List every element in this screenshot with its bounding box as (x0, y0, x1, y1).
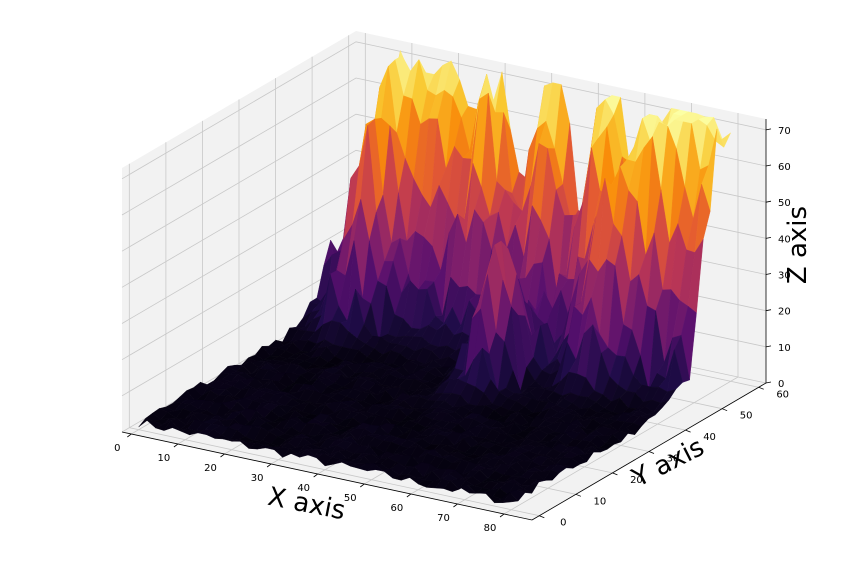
z-tick-mark (766, 382, 771, 383)
z-tick-mark (766, 310, 771, 311)
x-tick-mark (267, 464, 271, 467)
y-tick-label: 60 (776, 389, 789, 400)
z-tick-label: 0 (778, 379, 784, 390)
z-tick-mark (766, 346, 771, 347)
x-tick-label: 60 (390, 503, 403, 514)
x-tick-label: 20 (204, 463, 217, 474)
z-tick-mark (766, 129, 771, 130)
z-tick-mark (766, 165, 771, 166)
y-tick-label: 50 (740, 411, 753, 422)
y-tick-label: 10 (594, 496, 607, 507)
x-tick-mark (314, 474, 318, 477)
z-tick-label: 60 (778, 162, 791, 173)
z-tick-mark (766, 201, 771, 202)
z-tick-label: 10 (778, 343, 791, 354)
z-tick-label: 70 (778, 126, 791, 137)
x-tick-mark (407, 494, 411, 497)
x-tick-mark (500, 514, 504, 517)
x-tick-mark (453, 504, 457, 507)
y-tick-label: 40 (703, 432, 716, 443)
y-tick-mark (576, 494, 581, 496)
z-axis-label: Z axis (783, 206, 813, 284)
y-tick-mark (612, 473, 617, 475)
y-tick-mark (722, 409, 727, 411)
x-tick-mark (360, 484, 364, 487)
z-tick-mark (766, 274, 771, 275)
x-tick-mark (127, 434, 131, 437)
x-tick-mark (174, 444, 178, 447)
y-tick-label: 0 (560, 518, 566, 529)
y-tick-mark (539, 516, 544, 518)
x-tick-label: 30 (251, 473, 264, 484)
x-axis-label: X axis (265, 482, 347, 526)
y-tick-mark (759, 387, 764, 389)
x-tick-mark (221, 454, 225, 457)
x-tick-label: 0 (114, 443, 120, 454)
z-tick-label: 20 (778, 307, 791, 318)
x-tick-label: 10 (158, 453, 171, 464)
x-tick-label: 80 (484, 523, 497, 534)
y-tick-mark (686, 430, 691, 432)
x-tick-label: 70 (437, 513, 450, 524)
z-tick-mark (766, 237, 771, 238)
